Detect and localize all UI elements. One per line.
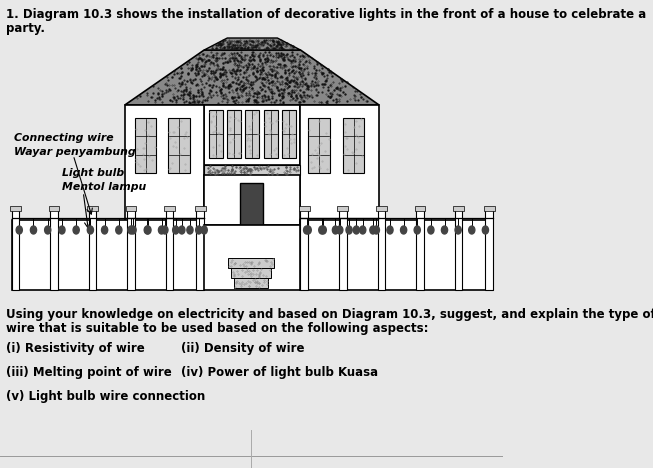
Text: (iii) Melting point of wire: (iii) Melting point of wire [6, 366, 172, 379]
Circle shape [337, 226, 343, 234]
Text: Wayar penyambung: Wayar penyambung [14, 147, 135, 157]
Circle shape [88, 226, 93, 234]
Circle shape [201, 226, 207, 234]
Bar [415, 206, 425, 211]
Bar [377, 210, 385, 290]
Bar [12, 210, 19, 290]
Bar [48, 206, 59, 211]
Bar [416, 210, 424, 290]
Bar [300, 210, 308, 290]
Text: wire that is suitable to be used based on the following aspects:: wire that is suitable to be used based o… [6, 322, 428, 335]
Circle shape [346, 226, 352, 234]
Bar [127, 210, 135, 290]
Circle shape [304, 226, 310, 234]
Bar [264, 110, 278, 158]
Circle shape [196, 226, 202, 234]
Bar [50, 210, 57, 290]
Bar [135, 118, 157, 173]
Bar [12, 220, 204, 290]
Circle shape [162, 226, 168, 234]
Bar [168, 118, 189, 173]
Text: 1. Diagram 10.3 shows the installation of decorative lights in the front of a ho: 1. Diagram 10.3 shows the installation o… [6, 8, 646, 21]
Text: party.: party. [6, 22, 45, 35]
Circle shape [428, 226, 434, 234]
Circle shape [44, 226, 51, 234]
Bar [227, 110, 241, 158]
Polygon shape [125, 50, 379, 105]
Bar [87, 206, 98, 211]
Circle shape [179, 226, 185, 234]
Circle shape [441, 226, 447, 234]
Circle shape [332, 226, 338, 234]
Circle shape [101, 226, 108, 234]
Bar [125, 105, 204, 225]
Circle shape [374, 226, 379, 234]
Circle shape [116, 226, 122, 234]
Bar [282, 110, 296, 158]
Bar [246, 110, 259, 158]
Bar [343, 118, 364, 173]
Polygon shape [204, 38, 300, 50]
Bar [376, 206, 387, 211]
Bar [308, 118, 330, 173]
Bar [204, 105, 300, 165]
Bar [484, 206, 495, 211]
Bar [338, 206, 348, 211]
Text: Mentol lampu: Mentol lampu [61, 182, 146, 192]
Circle shape [73, 226, 79, 234]
Circle shape [320, 226, 326, 234]
Bar [204, 225, 300, 290]
Circle shape [145, 226, 151, 234]
Bar [228, 258, 274, 268]
Circle shape [414, 226, 421, 234]
Bar [166, 210, 173, 290]
Text: Light bulb: Light bulb [61, 168, 124, 178]
Circle shape [319, 226, 325, 234]
Circle shape [16, 226, 22, 234]
Text: Using your knowledge on electricity and based on Diagram 10.3, suggest, and expl: Using your knowledge on electricity and … [6, 308, 653, 321]
Bar [234, 278, 268, 288]
Circle shape [483, 226, 488, 234]
Bar [209, 110, 223, 158]
Circle shape [187, 226, 193, 234]
Bar [204, 175, 300, 225]
Bar [204, 165, 300, 175]
Circle shape [370, 226, 376, 234]
Circle shape [159, 226, 165, 234]
Bar [195, 206, 206, 211]
Bar [339, 210, 347, 290]
Circle shape [130, 226, 136, 234]
Bar [197, 210, 204, 290]
Circle shape [469, 226, 475, 234]
Circle shape [59, 226, 65, 234]
Text: Connecting wire: Connecting wire [14, 133, 114, 143]
Text: (v) Light bulb wire connection: (v) Light bulb wire connection [6, 390, 206, 403]
Text: (ii) Density of wire: (ii) Density of wire [181, 342, 304, 355]
Text: (i) Resistivity of wire: (i) Resistivity of wire [6, 342, 145, 355]
Bar [300, 220, 493, 290]
Text: (iv) Power of light bulb Kuasa: (iv) Power of light bulb Kuasa [181, 366, 378, 379]
Bar [454, 210, 462, 290]
Bar [485, 210, 493, 290]
Circle shape [172, 226, 179, 234]
Circle shape [144, 226, 150, 234]
Bar [299, 206, 310, 211]
Bar [453, 206, 464, 211]
Circle shape [455, 226, 461, 234]
Bar [89, 210, 96, 290]
Bar [300, 105, 379, 225]
Circle shape [387, 226, 393, 234]
Circle shape [400, 226, 407, 234]
Bar [125, 206, 136, 211]
Bar [164, 206, 175, 211]
Circle shape [360, 226, 366, 234]
Circle shape [128, 226, 134, 234]
Bar [231, 268, 271, 278]
Circle shape [353, 226, 359, 234]
Circle shape [305, 226, 311, 234]
Bar [240, 183, 263, 225]
Circle shape [31, 226, 37, 234]
Bar [10, 206, 21, 211]
